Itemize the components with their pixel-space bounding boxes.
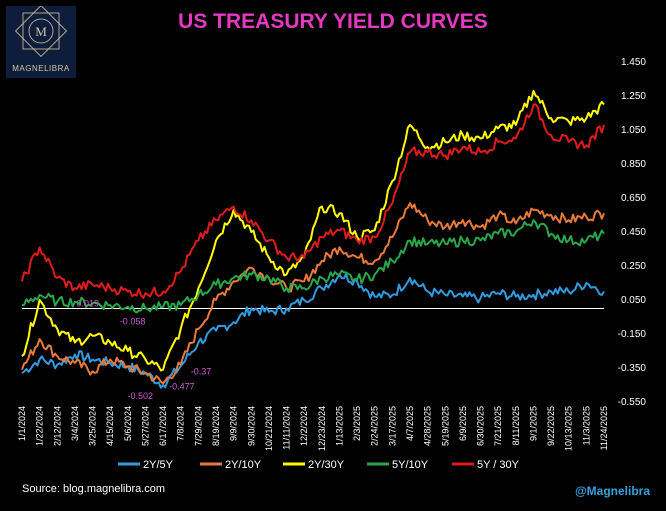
logo-text: MAGNELIBRA (12, 64, 70, 73)
logo-monogram: M (35, 24, 47, 39)
series-line-4 (21, 103, 605, 299)
logo: M (6, 4, 76, 78)
x-tick-label: 2/3/2025 (352, 406, 362, 441)
x-tick-label: 9/1/2025 (528, 406, 538, 441)
x-tick-label: 9/30/2024 (246, 406, 256, 446)
series-line-1 (21, 202, 605, 385)
x-tick-label: 12/2/2024 (299, 406, 309, 446)
series-line-2 (21, 89, 605, 372)
series-line-3 (21, 219, 605, 314)
series-line-0 (21, 273, 605, 389)
y-tick-label: -0.550 (618, 397, 647, 408)
x-tick-label: 10/13/2025 (564, 406, 574, 451)
x-tick-label: 7/8/2024 (176, 406, 186, 441)
y-tick-label: 1.450 (621, 57, 646, 68)
x-tick-label: 6/17/2024 (158, 406, 168, 446)
annotation-label: -0.058 (120, 316, 146, 326)
social-handle: @Magnelibra (574, 484, 650, 498)
x-tick-label: 7/29/2024 (193, 406, 203, 446)
legend-label: 5Y/10Y (392, 459, 429, 471)
x-tick-label: 1/22/2024 (35, 406, 45, 446)
x-tick-label: 8/19/2024 (211, 406, 221, 446)
y-tick-label: 0.650 (621, 193, 646, 204)
y-tick-label: 1.250 (621, 91, 646, 102)
chart-title: US TREASURY YIELD CURVES (178, 10, 488, 33)
y-tick-label: 1.050 (621, 125, 646, 136)
y-tick-label: 0.850 (621, 159, 646, 170)
x-tick-label: 1/1/2024 (17, 406, 27, 441)
x-tick-label: 11/3/2025 (581, 406, 591, 445)
y-tick-label: -0.150 (618, 329, 647, 340)
legend-label: 2Y/10Y (225, 459, 262, 471)
annotation-label: 0.019 (77, 298, 100, 308)
annotation-label: -0.37 (191, 366, 212, 376)
x-tick-label: 3/17/2025 (387, 406, 397, 446)
x-tick-label: 5/6/2024 (123, 406, 133, 441)
chart-series (21, 89, 605, 389)
x-tick-label: 3/4/2024 (70, 406, 80, 441)
x-tick-label: 5/27/2024 (140, 406, 150, 446)
annotation-label: -0.502 (127, 391, 153, 401)
logo-emblem-icon: M (14, 4, 68, 58)
chart-axes: 1.450 1.250 1.050 0.850 0.650 0.450 0.250 0.050… (17, 57, 646, 451)
x-tick-label: 7/21/2025 (493, 406, 503, 446)
x-tick-label: 3/25/2024 (88, 406, 98, 446)
x-tick-label: 4/15/2024 (105, 406, 115, 446)
x-tick-label: 2/24/2025 (370, 406, 380, 446)
y-tick-label: 0.450 (621, 227, 646, 238)
legend-label: 5Y / 30Y (477, 459, 520, 471)
x-tick-label: 11/24/2025 (599, 406, 609, 450)
x-tick-label: 6/9/2025 (458, 406, 468, 441)
x-tick-label: 2/12/2024 (52, 406, 62, 446)
legend-label: 2Y/30Y (308, 459, 345, 471)
y-tick-label: -0.350 (618, 363, 647, 374)
x-tick-label: 8/11/2025 (511, 406, 521, 445)
y-tick-label: 0.050 (621, 295, 646, 306)
y-tick-label: 0.250 (621, 261, 646, 272)
x-tick-label: 6/30/2025 (476, 406, 486, 446)
chart-legend: 2Y/5Y 2Y/10Y 2Y/30Y 5Y/10Y 5Y / 30Y (118, 459, 520, 471)
x-tick-label: 5/19/2025 (440, 406, 450, 446)
x-tick-label: 4/7/2025 (405, 406, 415, 441)
chart-annotations: 0.019 -0.058 -0.37 -0.477 -0.502 (77, 298, 212, 401)
x-tick-label: 1/13/2025 (334, 406, 344, 446)
x-tick-label: 4/28/2025 (423, 406, 433, 446)
x-tick-label: 10/21/2024 (264, 406, 274, 451)
x-tick-label: 9/9/2024 (229, 406, 239, 441)
x-tick-label: 9/22/2025 (546, 406, 556, 446)
legend-label: 2Y/5Y (143, 459, 174, 471)
x-tick-label: 12/23/2024 (317, 406, 327, 451)
annotation-label: -0.477 (169, 382, 195, 392)
x-tick-label: 11/11/2024 (282, 406, 292, 450)
source-note: Source: blog.magnelibra.com (22, 483, 166, 495)
